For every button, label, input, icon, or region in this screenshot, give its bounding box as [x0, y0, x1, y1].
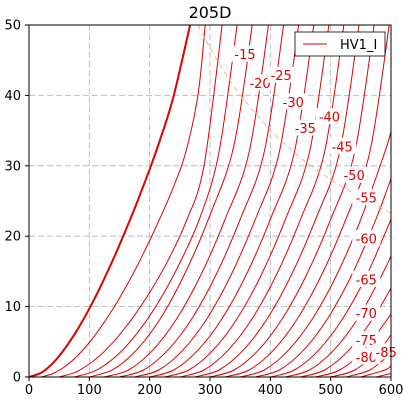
curve-label: -35: [295, 122, 316, 137]
series-line: [149, 24, 315, 378]
curve-label-bg: [230, 45, 259, 62]
curve-label-bg: [340, 166, 369, 183]
series-line: [104, 24, 269, 378]
series-line: [89, 24, 253, 378]
plot-frame: [28, 24, 392, 378]
curve-label-bg: [352, 270, 381, 287]
x-tick-label: 300: [198, 383, 223, 398]
curve-label: -40: [319, 111, 340, 126]
x-tick-label: 500: [318, 383, 343, 398]
curve-label: -85: [376, 346, 397, 361]
curve-label: -25: [271, 69, 292, 84]
curve-label: -55: [356, 192, 377, 207]
curve-label: -70: [356, 307, 377, 322]
y-tick-label: 40: [4, 89, 21, 104]
curve-label-bg: [315, 108, 344, 125]
curve-label-bg: [352, 304, 381, 321]
x-tick-label: 100: [77, 383, 102, 398]
series-line: [315, 314, 392, 378]
series-line: [360, 365, 392, 378]
series-line: [119, 24, 285, 378]
curve-label: -60: [356, 233, 377, 248]
curve-label: -80: [356, 351, 377, 366]
series-line: [164, 24, 330, 378]
curve-label-bg: [246, 74, 275, 91]
curve-label: -20: [249, 77, 270, 92]
curve-label-bg: [291, 119, 320, 136]
x-tick-label: 400: [258, 383, 283, 398]
series-line: [59, 24, 223, 378]
dissipation-curve: [197, 24, 392, 214]
curve-label: -75: [356, 334, 377, 349]
curve-label-bg: [372, 343, 401, 360]
curve-label-bg: [352, 189, 381, 206]
series-line: [240, 131, 392, 378]
series-line: [179, 24, 345, 378]
chart-title: 205D: [189, 3, 232, 22]
curve-label-bg: [352, 230, 381, 247]
legend: HV1_I: [294, 31, 386, 57]
y-tick-label: 20: [4, 230, 21, 245]
curve-label-bg: [279, 93, 308, 110]
series-line: [134, 24, 300, 378]
series-line: [285, 255, 392, 378]
series-line: [74, 24, 238, 378]
series-line: [255, 178, 392, 378]
dissipation-line: [197, 24, 392, 214]
axis-ticks: 0 100 200 300 400 500 600 0 10 20 30 40 50: [4, 19, 403, 399]
curve-label: -45: [332, 140, 353, 155]
curve-labels: -15-20-25-30-35-40-45-50-55-60-65-70-75-…: [230, 45, 401, 366]
curve-label: -15: [234, 48, 255, 63]
legend-label: HV1_I: [340, 38, 377, 53]
curve-label-bg: [267, 66, 296, 83]
series-line: [270, 219, 392, 378]
series-line: [40, 24, 206, 378]
curve-label-bg: [328, 137, 357, 154]
series-line: [224, 24, 390, 378]
y-tick-label: 30: [4, 159, 21, 174]
y-tick-label: 0: [13, 371, 21, 386]
curve-label: -50: [344, 169, 365, 184]
x-tick-label: 0: [25, 383, 33, 398]
series-line: [28, 24, 192, 378]
y-tick-label: 50: [4, 19, 21, 34]
curve-label: -65: [356, 273, 377, 288]
curve-label: -30: [283, 96, 304, 111]
x-tick-label: 600: [379, 383, 404, 398]
y-tick-label: 10: [4, 300, 21, 315]
x-tick-label: 200: [137, 383, 162, 398]
